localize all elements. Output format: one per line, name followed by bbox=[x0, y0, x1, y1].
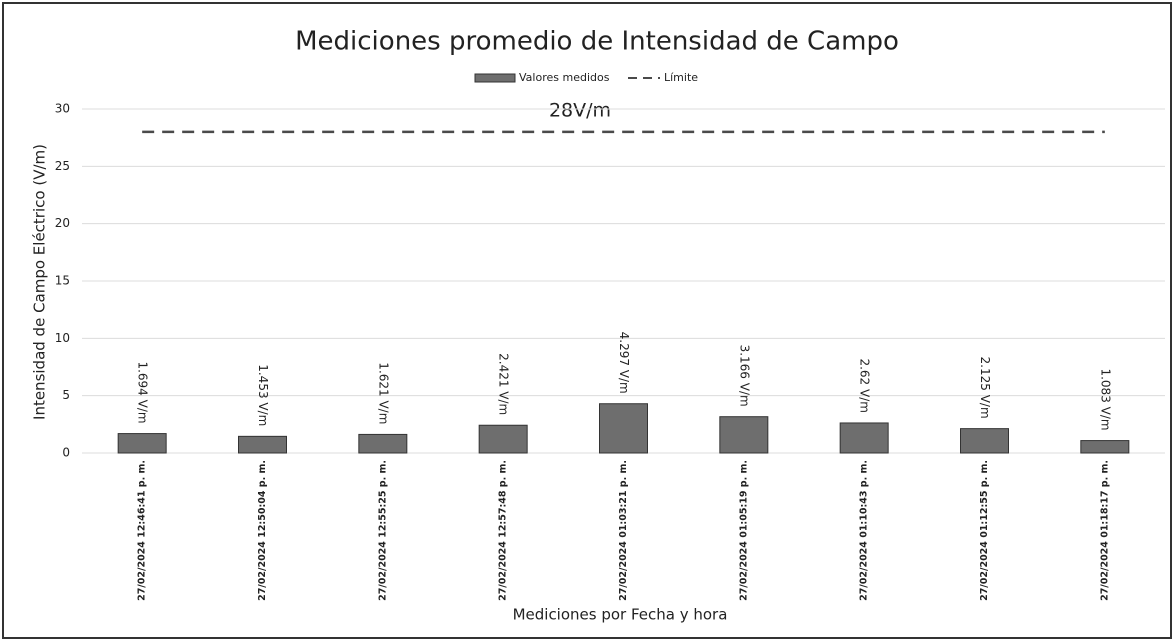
y-tick-label: 10 bbox=[55, 331, 70, 345]
bar bbox=[719, 416, 769, 454]
x-tick-label: 27/02/2024 01:18:17 p. m. bbox=[1099, 460, 1110, 601]
legend-swatch bbox=[474, 73, 516, 83]
data-label: 2.421 V/m bbox=[497, 353, 511, 415]
x-tick-label: 27/02/2024 01:05:19 p. m. bbox=[738, 460, 749, 601]
y-tick-label: 20 bbox=[55, 216, 70, 230]
bar bbox=[599, 403, 648, 454]
y-tick-label: 30 bbox=[55, 102, 70, 116]
data-label: 4.297 V/m bbox=[617, 332, 631, 394]
x-tick-label: 27/02/2024 01:12:55 p. m. bbox=[979, 460, 990, 601]
y-tick-label: 15 bbox=[55, 274, 70, 288]
x-tick-label: 27/02/2024 01:10:43 p. m. bbox=[859, 460, 870, 601]
legend-label: Límite bbox=[664, 71, 698, 84]
x-tick-label: 27/02/2024 12:55:25 p. m. bbox=[377, 460, 388, 601]
x-axis-title: Mediciones por Fecha y hora bbox=[513, 606, 728, 624]
annotation: 28V/m bbox=[549, 100, 611, 122]
x-tick-label: 27/02/2024 12:46:41 p. m. bbox=[137, 460, 148, 601]
data-label: 2.62 V/m bbox=[858, 358, 872, 412]
bar bbox=[358, 433, 408, 454]
data-label: 3.166 V/m bbox=[737, 345, 751, 407]
chart-title: Mediciones promedio de Intensidad de Cam… bbox=[295, 27, 899, 57]
x-tick-label: 27/02/2024 01:03:21 p. m. bbox=[618, 460, 629, 601]
legend-label: Valores medidos bbox=[519, 71, 610, 84]
x-tick-label: 27/02/2024 12:57:48 p. m. bbox=[498, 460, 509, 601]
data-label: 1.621 V/m bbox=[376, 362, 390, 424]
bar bbox=[839, 422, 889, 454]
y-tick-label: 5 bbox=[62, 388, 70, 402]
y-tick-label: 25 bbox=[55, 159, 70, 173]
x-tick-label: 27/02/2024 12:50:04 p. m. bbox=[257, 460, 268, 601]
bar bbox=[1080, 440, 1130, 454]
bar bbox=[238, 435, 287, 454]
y-axis-title: Intensidad de Campo Eléctrico (V/m) bbox=[31, 144, 49, 420]
bar bbox=[960, 428, 1009, 454]
bar bbox=[117, 433, 167, 454]
data-label: 1.694 V/m bbox=[136, 361, 150, 423]
data-label: 2.125 V/m bbox=[978, 357, 992, 419]
bar bbox=[478, 424, 528, 454]
y-tick-label: 0 bbox=[62, 446, 70, 460]
data-label: 1.453 V/m bbox=[256, 364, 270, 426]
data-label: 1.083 V/m bbox=[1098, 368, 1112, 430]
